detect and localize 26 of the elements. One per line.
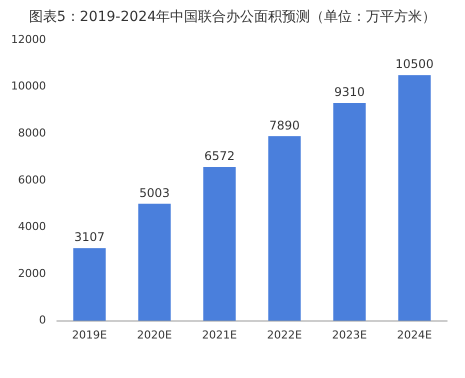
y-tick-label: 8000 [18, 126, 46, 140]
x-tick-label: 2024E [397, 328, 432, 342]
chart-title: 图表5：2019-2024年中国联合办公面积预测（单位：万平方米） [28, 8, 438, 27]
y-tick-label: 4000 [18, 220, 46, 234]
x-tick-label: 2020E [137, 328, 172, 342]
data-label: 9310 [334, 85, 365, 100]
bar [203, 167, 236, 321]
data-label: 6572 [204, 149, 235, 164]
bar [333, 102, 366, 321]
y-tick-label: 10000 [10, 80, 46, 93]
x-tick-label: 2021E [202, 328, 238, 342]
bar [138, 204, 171, 321]
data-label: 5003 [139, 186, 170, 200]
y-tick-label: 12000 [10, 32, 46, 46]
data-label: 7890 [269, 118, 300, 132]
x-tick-label: 2023E [332, 328, 368, 342]
bar [73, 248, 106, 321]
x-tick-label: 2019E [72, 328, 108, 342]
y-tick-label: 6000 [18, 173, 46, 186]
y-tick-label: 2000 [18, 266, 46, 280]
x-tick-label: 2022E [267, 328, 302, 342]
bar [398, 75, 431, 321]
data-label: 3107 [74, 230, 105, 244]
data-label: 10500 [395, 57, 434, 72]
y-tick-label: 0 [38, 314, 46, 327]
bar [268, 136, 301, 321]
